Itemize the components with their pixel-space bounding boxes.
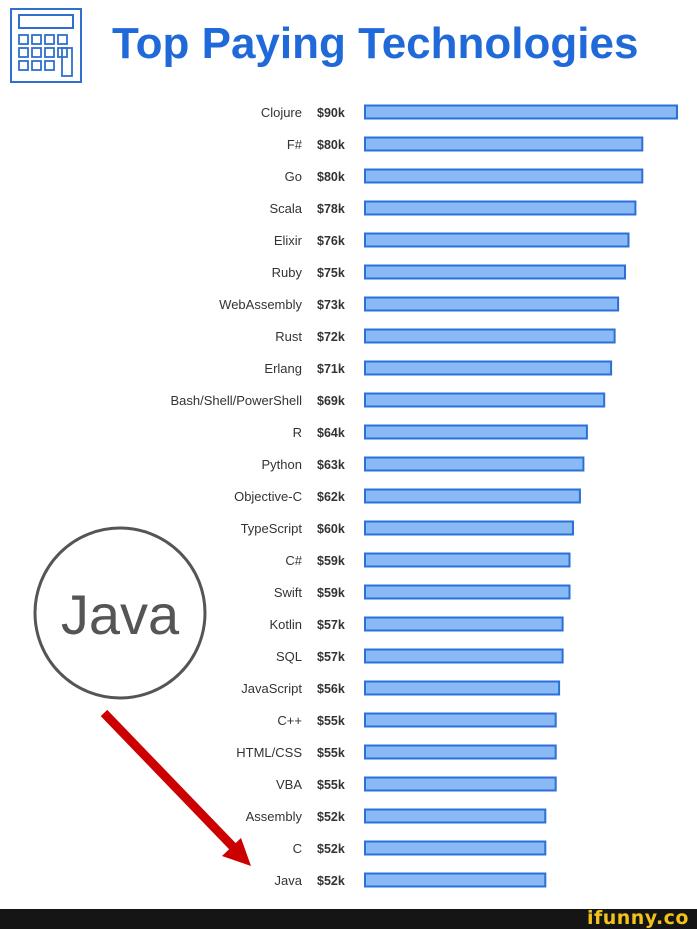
category-label-f: F# bbox=[287, 137, 303, 152]
value-label-go: $80k bbox=[317, 170, 345, 184]
value-label-c: $52k bbox=[317, 842, 345, 856]
value-label-scala: $78k bbox=[317, 202, 345, 216]
category-label-typescript: TypeScript bbox=[241, 521, 303, 536]
value-label-elixir: $76k bbox=[317, 234, 345, 248]
value-label-bash-shell-powershell: $69k bbox=[317, 394, 345, 408]
value-label-c: $55k bbox=[317, 714, 345, 728]
bar-webassembly bbox=[364, 296, 620, 312]
category-label-clojure: Clojure bbox=[261, 105, 302, 120]
java-callout-circle bbox=[33, 526, 207, 700]
value-label-sql: $57k bbox=[317, 650, 345, 664]
category-label-c: C bbox=[293, 841, 302, 856]
bar-c bbox=[364, 552, 571, 568]
bar-clojure bbox=[364, 104, 678, 120]
value-label-swift: $59k bbox=[317, 586, 345, 600]
category-label-go: Go bbox=[285, 169, 302, 184]
bar-vba bbox=[364, 776, 557, 792]
bars-layer: Clojure $90k F# $80k Go $80k Scala $78k Elixir $7… bbox=[170, 104, 678, 888]
category-label-sql: SQL bbox=[276, 649, 302, 664]
category-label-objective-c: Objective-C bbox=[234, 489, 302, 504]
value-label-webassembly: $73k bbox=[317, 298, 345, 312]
value-label-clojure: $90k bbox=[317, 106, 345, 120]
bar-erlang bbox=[364, 360, 613, 376]
category-label-scala: Scala bbox=[269, 201, 302, 216]
bar-r bbox=[364, 424, 588, 440]
bar-typescript bbox=[364, 520, 574, 536]
bar-javascript bbox=[364, 680, 561, 696]
value-label-r: $64k bbox=[317, 426, 345, 440]
bar-chart: Clojure $90k F# $80k Go $80k Scala $78k Elixir $7… bbox=[33, 104, 678, 888]
value-label-assembly: $52k bbox=[317, 810, 345, 824]
value-label-objective-c: $62k bbox=[317, 490, 345, 504]
bar-elixir bbox=[364, 232, 630, 248]
value-label-rust: $72k bbox=[317, 330, 345, 344]
bar-sql bbox=[364, 648, 564, 664]
category-label-javascript: JavaScript bbox=[241, 681, 302, 696]
bar-kotlin bbox=[364, 616, 564, 632]
bar-html-css bbox=[364, 744, 557, 760]
value-label-ruby: $75k bbox=[317, 266, 345, 280]
bar-c bbox=[364, 712, 557, 728]
category-label-r: R bbox=[293, 425, 302, 440]
value-label-java: $52k bbox=[317, 874, 345, 888]
ifunny-watermark: ifunny.co bbox=[586, 907, 689, 929]
calculator-icon bbox=[10, 8, 82, 83]
value-label-typescript: $60k bbox=[317, 522, 345, 536]
category-label-bash-shell-powershell: Bash/Shell/PowerShell bbox=[170, 393, 302, 408]
value-label-python: $63k bbox=[317, 458, 345, 472]
footer-bar: ifunny.co bbox=[0, 907, 697, 929]
value-label-javascript: $56k bbox=[317, 682, 345, 696]
page-title: Top Paying Technologies bbox=[112, 19, 639, 68]
category-label-erlang: Erlang bbox=[264, 361, 302, 376]
value-label-f: $80k bbox=[317, 138, 345, 152]
category-label-elixir: Elixir bbox=[274, 233, 303, 248]
bar-assembly bbox=[364, 808, 547, 824]
bar-bash-shell-powershell bbox=[364, 392, 606, 408]
category-label-c: C# bbox=[285, 553, 302, 568]
category-label-java: Java bbox=[275, 873, 303, 888]
bar-ruby bbox=[364, 264, 626, 280]
red-arrow bbox=[100, 709, 251, 866]
bar-java bbox=[364, 872, 547, 888]
java-callout-label: Java bbox=[61, 583, 180, 646]
category-label-rust: Rust bbox=[275, 329, 302, 344]
bar-c bbox=[364, 840, 547, 856]
value-label-vba: $55k bbox=[317, 778, 345, 792]
category-label-webassembly: WebAssembly bbox=[219, 297, 302, 312]
category-label-vba: VBA bbox=[276, 777, 302, 792]
bar-objective-c bbox=[364, 488, 581, 504]
java-callout: Java bbox=[33, 526, 207, 700]
category-label-kotlin: Kotlin bbox=[269, 617, 302, 632]
value-label-kotlin: $57k bbox=[317, 618, 345, 632]
value-label-c: $59k bbox=[317, 554, 345, 568]
bar-go bbox=[364, 168, 644, 184]
category-label-python: Python bbox=[262, 457, 302, 472]
category-label-swift: Swift bbox=[274, 585, 303, 600]
value-label-erlang: $71k bbox=[317, 362, 345, 376]
bar-swift bbox=[364, 584, 571, 600]
bar-f bbox=[364, 136, 644, 152]
value-label-html-css: $55k bbox=[317, 746, 345, 760]
category-label-c: C++ bbox=[277, 713, 302, 728]
category-label-html-css: HTML/CSS bbox=[236, 745, 302, 760]
category-label-ruby: Ruby bbox=[272, 265, 303, 280]
bar-rust bbox=[364, 328, 616, 344]
category-label-assembly: Assembly bbox=[246, 809, 303, 824]
bar-scala bbox=[364, 200, 637, 216]
bar-python bbox=[364, 456, 585, 472]
